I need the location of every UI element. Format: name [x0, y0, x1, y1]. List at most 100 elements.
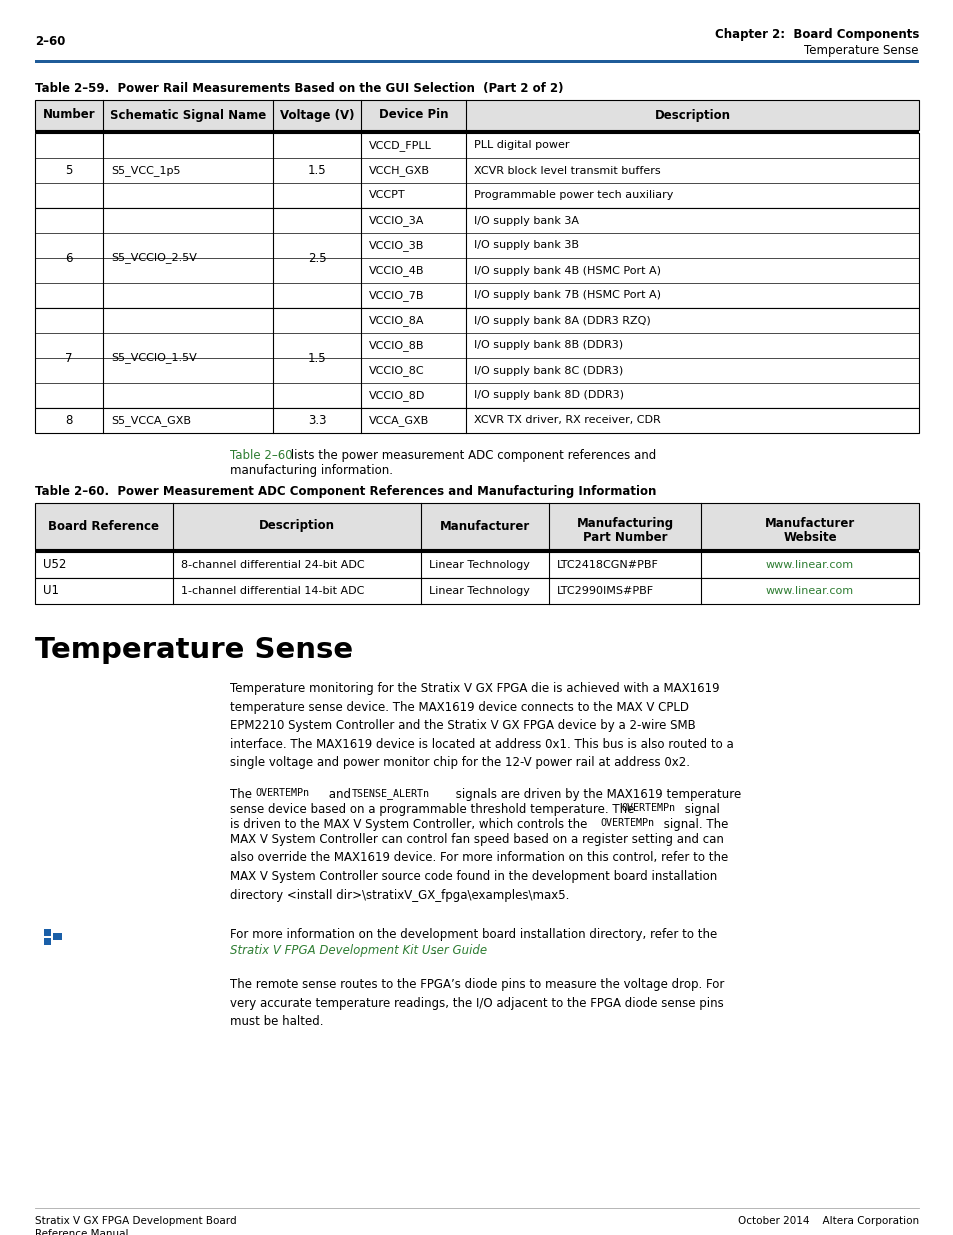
Text: 8: 8: [65, 414, 72, 427]
Text: 1.5: 1.5: [308, 164, 326, 177]
Bar: [35, 552, 918, 578]
Text: Chapter 2:  Board Components: Chapter 2: Board Components: [714, 28, 918, 41]
Text: LTC2990IMS#PBF: LTC2990IMS#PBF: [557, 585, 654, 597]
Text: I/O supply bank 8C (DDR3): I/O supply bank 8C (DDR3): [474, 366, 622, 375]
Text: manufacturing information.: manufacturing information.: [230, 464, 393, 477]
Text: LTC2418CGN#PBF: LTC2418CGN#PBF: [557, 559, 659, 571]
Text: The: The: [230, 788, 255, 802]
Text: VCCA_GXB: VCCA_GXB: [369, 415, 429, 426]
Text: is driven to the MAX V System Controller, which controls the: is driven to the MAX V System Controller…: [230, 818, 591, 831]
Bar: [35, 578, 918, 604]
Text: VCCIO_3A: VCCIO_3A: [369, 215, 424, 226]
Text: VCCIO_7B: VCCIO_7B: [369, 290, 424, 301]
Text: I/O supply bank 8D (DDR3): I/O supply bank 8D (DDR3): [474, 390, 623, 400]
Text: I/O supply bank 8A (DDR3 RZQ): I/O supply bank 8A (DDR3 RZQ): [474, 315, 650, 326]
Text: sense device based on a programmable threshold temperature. The: sense device based on a programmable thr…: [230, 803, 638, 816]
Text: VCCIO_8A: VCCIO_8A: [369, 315, 424, 326]
Text: Stratix V FPGA Development Kit User Guide: Stratix V FPGA Development Kit User Guid…: [230, 944, 487, 957]
Text: OVERTEMPn: OVERTEMPn: [254, 788, 309, 798]
Text: Description: Description: [654, 109, 730, 121]
Text: XCVR TX driver, RX receiver, CDR: XCVR TX driver, RX receiver, CDR: [474, 415, 660, 426]
Text: Manufacturer: Manufacturer: [439, 520, 530, 532]
Text: OVERTEMPn: OVERTEMPn: [599, 818, 654, 827]
Text: 2–60: 2–60: [35, 35, 66, 48]
Text: signals are driven by the MAX1619 temperature: signals are driven by the MAX1619 temper…: [452, 788, 740, 802]
Bar: [35, 308, 918, 408]
Bar: [35, 408, 918, 433]
Text: PLL digital power: PLL digital power: [474, 141, 569, 151]
Text: Programmable power tech auxiliary: Programmable power tech auxiliary: [474, 190, 673, 200]
Text: Manufacturing: Manufacturing: [576, 517, 673, 530]
Text: 3.3: 3.3: [308, 414, 326, 427]
Text: For more information on the development board installation directory, refer to t: For more information on the development …: [230, 927, 717, 941]
Text: Table 2–60.  Power Measurement ADC Component References and Manufacturing Inform: Table 2–60. Power Measurement ADC Compon…: [35, 485, 656, 498]
Text: 2.5: 2.5: [308, 252, 326, 264]
Text: Temperature Sense: Temperature Sense: [35, 636, 353, 664]
Text: 1.5: 1.5: [308, 352, 326, 364]
Text: I/O supply bank 3A: I/O supply bank 3A: [474, 215, 578, 226]
Text: 1-channel differential 14-bit ADC: 1-channel differential 14-bit ADC: [181, 585, 364, 597]
Text: Temperature Sense: Temperature Sense: [803, 44, 918, 57]
Text: I/O supply bank 7B (HSMC Port A): I/O supply bank 7B (HSMC Port A): [474, 290, 660, 300]
Text: OVERTEMPn: OVERTEMPn: [620, 803, 675, 813]
Text: Website: Website: [782, 531, 836, 543]
Bar: [44, 929, 51, 936]
Text: S5_VCCIO_1.5V: S5_VCCIO_1.5V: [111, 352, 196, 363]
Text: I/O supply bank 8B (DDR3): I/O supply bank 8B (DDR3): [474, 341, 622, 351]
Bar: [44, 939, 51, 945]
Text: S5_VCCIO_2.5V: S5_VCCIO_2.5V: [111, 252, 196, 263]
Text: The remote sense routes to the FPGA’s diode pins to measure the voltage drop. Fo: The remote sense routes to the FPGA’s di…: [230, 978, 723, 1028]
Bar: [35, 61, 918, 63]
Text: XCVR block level transmit buffers: XCVR block level transmit buffers: [474, 165, 659, 175]
Text: Table 2–59.  Power Rail Measurements Based on the GUI Selection  (Part 2 of 2): Table 2–59. Power Rail Measurements Base…: [35, 82, 563, 95]
Text: TSENSE_ALERTn: TSENSE_ALERTn: [352, 788, 430, 799]
Text: Schematic Signal Name: Schematic Signal Name: [110, 109, 266, 121]
Text: U1: U1: [43, 584, 59, 598]
Text: Board Reference: Board Reference: [49, 520, 159, 532]
Text: Linear Technology: Linear Technology: [429, 559, 529, 571]
Text: VCCD_FPLL: VCCD_FPLL: [369, 140, 432, 151]
Text: Temperature monitoring for the Stratix V GX FPGA die is achieved with a MAX1619
: Temperature monitoring for the Stratix V…: [230, 682, 733, 769]
Text: I/O supply bank 3B: I/O supply bank 3B: [474, 241, 578, 251]
Text: VCCIO_8D: VCCIO_8D: [369, 390, 425, 401]
Text: Description: Description: [258, 520, 335, 532]
Text: VCCPT: VCCPT: [369, 190, 405, 200]
Bar: [35, 550, 918, 552]
Text: VCCIO_8C: VCCIO_8C: [369, 366, 424, 375]
Text: S5_VCC_1p5: S5_VCC_1p5: [111, 165, 180, 175]
Text: 8-channel differential 24-bit ADC: 8-channel differential 24-bit ADC: [181, 559, 364, 571]
Text: S5_VCCA_GXB: S5_VCCA_GXB: [111, 415, 191, 426]
Text: I/O supply bank 4B (HSMC Port A): I/O supply bank 4B (HSMC Port A): [474, 266, 660, 275]
Text: www.linear.com: www.linear.com: [765, 585, 853, 597]
Text: signal. The: signal. The: [659, 818, 727, 831]
Bar: [53, 932, 62, 940]
Text: lists the power measurement ADC component references and: lists the power measurement ADC componen…: [287, 450, 656, 462]
Bar: [35, 130, 918, 133]
Text: VCCIO_8B: VCCIO_8B: [369, 340, 424, 351]
Text: Voltage (V): Voltage (V): [279, 109, 354, 121]
Text: VCCIO_3B: VCCIO_3B: [369, 240, 424, 251]
Text: U52: U52: [43, 558, 67, 572]
Text: October 2014    Altera Corporation: October 2014 Altera Corporation: [737, 1216, 918, 1226]
Text: signal: signal: [680, 803, 720, 816]
Text: Manufacturer: Manufacturer: [764, 517, 854, 530]
Text: MAX V System Controller can control fan speed based on a register setting and ca: MAX V System Controller can control fan …: [230, 832, 727, 902]
Text: and: and: [325, 788, 355, 802]
Text: Stratix V GX FPGA Development Board
Reference Manual: Stratix V GX FPGA Development Board Refe…: [35, 1216, 236, 1235]
Bar: [35, 207, 918, 308]
Text: 6: 6: [65, 252, 72, 264]
Text: VCCH_GXB: VCCH_GXB: [369, 165, 430, 175]
Bar: [35, 133, 918, 207]
Text: 7: 7: [65, 352, 72, 364]
Text: Table 2–60: Table 2–60: [230, 450, 293, 462]
Text: 5: 5: [65, 164, 72, 177]
Bar: [35, 100, 918, 130]
Bar: [35, 503, 918, 550]
Text: .: .: [433, 944, 436, 957]
Text: Device Pin: Device Pin: [378, 109, 448, 121]
Text: Number: Number: [43, 109, 95, 121]
Text: Linear Technology: Linear Technology: [429, 585, 529, 597]
Text: VCCIO_4B: VCCIO_4B: [369, 266, 424, 275]
Text: www.linear.com: www.linear.com: [765, 559, 853, 571]
Text: Part Number: Part Number: [582, 531, 666, 543]
